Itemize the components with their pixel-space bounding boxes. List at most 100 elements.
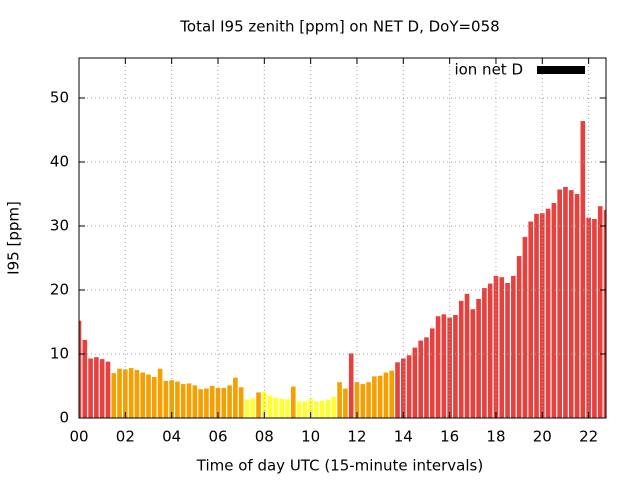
bar bbox=[175, 381, 180, 418]
y-tick-label: 30 bbox=[50, 217, 69, 235]
bar bbox=[279, 398, 285, 418]
bar bbox=[105, 361, 111, 418]
bar bbox=[482, 288, 487, 418]
x-tick-label: 06 bbox=[208, 428, 227, 446]
x-tick-label: 20 bbox=[533, 428, 552, 446]
bar bbox=[429, 328, 435, 418]
bar bbox=[319, 400, 325, 418]
bar bbox=[487, 283, 493, 418]
bar bbox=[412, 347, 418, 418]
bar bbox=[209, 386, 215, 418]
bar bbox=[586, 217, 591, 418]
x-tick-label: 18 bbox=[486, 428, 505, 446]
bar bbox=[169, 380, 174, 418]
bar bbox=[273, 397, 279, 418]
bar bbox=[296, 401, 302, 418]
bar bbox=[453, 314, 458, 418]
bar bbox=[82, 339, 88, 418]
bar bbox=[557, 189, 562, 418]
bar bbox=[88, 358, 93, 418]
bar bbox=[597, 206, 603, 418]
bar bbox=[99, 359, 105, 418]
y-tick-label: 10 bbox=[50, 345, 69, 363]
bar bbox=[302, 401, 308, 418]
bar bbox=[528, 221, 534, 418]
bar bbox=[308, 398, 313, 418]
bar bbox=[233, 377, 238, 418]
bar bbox=[470, 309, 476, 418]
bar bbox=[389, 370, 395, 418]
y-tick-label: 0 bbox=[59, 409, 69, 427]
chart-title: Total I95 zenith [ppm] on NET D, DoY=058 bbox=[179, 18, 499, 36]
bar bbox=[476, 298, 481, 418]
bar bbox=[256, 392, 261, 418]
x-tick-label: 12 bbox=[347, 428, 366, 446]
bar bbox=[574, 194, 580, 418]
x-tick-label: 02 bbox=[116, 428, 135, 446]
bar bbox=[262, 391, 267, 418]
bar bbox=[163, 380, 169, 418]
bar bbox=[406, 355, 412, 418]
bar bbox=[140, 372, 146, 418]
x-tick-label: 10 bbox=[301, 428, 320, 446]
bar bbox=[146, 374, 151, 418]
bar bbox=[290, 386, 296, 418]
bar bbox=[366, 382, 371, 418]
bar bbox=[516, 256, 522, 418]
bar bbox=[151, 377, 157, 418]
x-tick-label: 16 bbox=[440, 428, 459, 446]
bar bbox=[522, 236, 528, 418]
bar bbox=[505, 282, 510, 418]
bar bbox=[79, 320, 82, 418]
bar bbox=[314, 401, 319, 418]
bar bbox=[111, 373, 117, 418]
x-tick-label: 14 bbox=[394, 428, 413, 446]
bar bbox=[377, 375, 383, 418]
bar bbox=[539, 213, 545, 418]
bar bbox=[499, 277, 505, 418]
bar bbox=[395, 362, 400, 418]
bar bbox=[285, 399, 290, 418]
bar bbox=[238, 387, 244, 418]
bar bbox=[360, 384, 366, 418]
bar bbox=[192, 385, 198, 418]
bar bbox=[117, 368, 122, 418]
bar bbox=[123, 369, 128, 418]
bar bbox=[337, 382, 342, 418]
bar bbox=[568, 190, 574, 418]
bar bbox=[94, 357, 99, 418]
bar bbox=[267, 395, 273, 418]
bar bbox=[134, 370, 140, 418]
bar bbox=[435, 316, 441, 418]
bar bbox=[383, 372, 389, 418]
bar bbox=[580, 121, 586, 418]
bar bbox=[221, 387, 227, 418]
bar bbox=[424, 337, 429, 418]
bar bbox=[343, 388, 348, 418]
plot-area bbox=[79, 121, 606, 418]
bar bbox=[244, 399, 250, 418]
bar bbox=[545, 208, 551, 418]
bar bbox=[157, 368, 163, 418]
bar bbox=[563, 186, 568, 418]
bar bbox=[441, 314, 447, 418]
y-tick-label: 50 bbox=[50, 89, 69, 107]
bar bbox=[551, 202, 557, 418]
legend-label: ion net D bbox=[454, 61, 523, 79]
y-tick-label: 40 bbox=[50, 153, 69, 171]
bar bbox=[464, 293, 470, 418]
bar bbox=[250, 398, 256, 418]
bar bbox=[534, 213, 539, 418]
y-axis-label: I95 [ppm] bbox=[5, 201, 23, 275]
bar bbox=[400, 358, 406, 418]
x-tick-label: 08 bbox=[255, 428, 274, 446]
x-tick-label: 04 bbox=[162, 428, 181, 446]
bar bbox=[354, 382, 360, 418]
x-axis-label: Time of day UTC (15-minute intervals) bbox=[196, 457, 483, 475]
bar bbox=[204, 388, 209, 418]
bar bbox=[372, 376, 377, 418]
bar bbox=[180, 384, 186, 418]
bar bbox=[458, 300, 464, 418]
bar bbox=[592, 218, 597, 418]
